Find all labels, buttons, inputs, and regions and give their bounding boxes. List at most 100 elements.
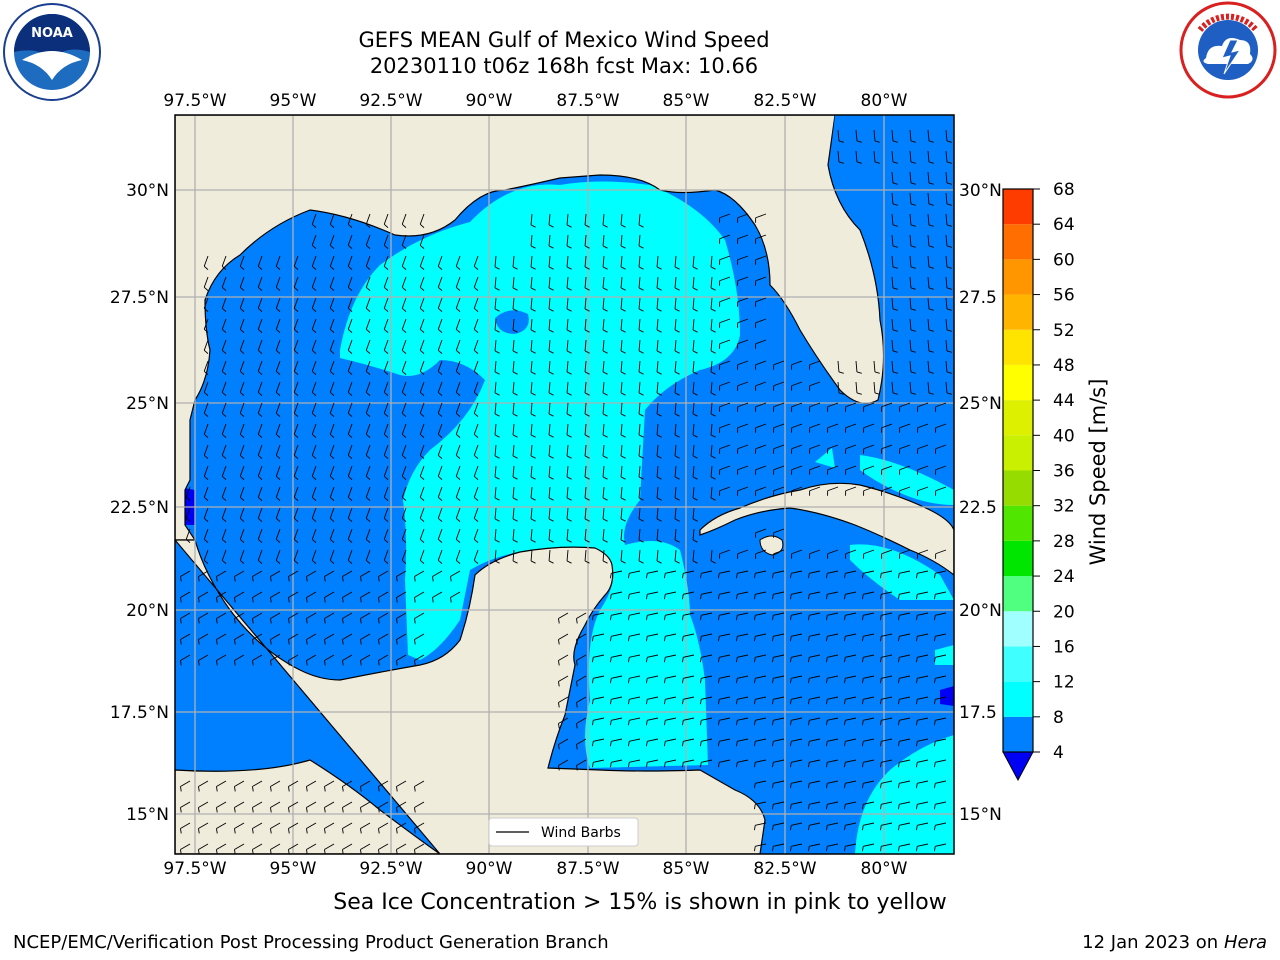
- wind-barb: [681, 738, 695, 747]
- wind-barb: [311, 360, 317, 375]
- wind-barb: [807, 822, 821, 831]
- wind-barb: [807, 654, 821, 663]
- wind-barb: [627, 633, 641, 642]
- wind-barb: [311, 549, 317, 564]
- wind-barb: [512, 360, 518, 375]
- wind-barb: [347, 276, 353, 291]
- colorbar-tick-label: 36: [1053, 462, 1075, 482]
- wind-barb: [710, 360, 716, 375]
- wind-barb: [899, 423, 911, 433]
- wind-barb: [656, 423, 662, 438]
- wind-barb: [945, 276, 952, 290]
- wind-barb: [378, 591, 389, 603]
- wind-barb: [566, 465, 572, 480]
- wind-barb: [306, 822, 317, 834]
- wind-barb: [737, 360, 749, 370]
- wind-barb: [609, 612, 623, 621]
- wind-barb: [494, 528, 500, 543]
- wind-barb: [548, 528, 554, 543]
- wind-barb: [945, 234, 952, 248]
- wind-barb: [891, 213, 898, 227]
- wind-barb: [710, 402, 716, 417]
- wind-barb: [494, 465, 500, 480]
- lat-tick-label: 20°N: [959, 601, 1002, 621]
- wind-barb: [620, 402, 626, 417]
- wind-barb: [945, 339, 952, 353]
- wind-barb: [378, 801, 389, 813]
- wind-barb: [566, 444, 572, 459]
- wind-barb: [512, 444, 518, 459]
- wind-barb: [221, 486, 227, 501]
- wind-barb: [897, 738, 911, 747]
- wind-barb: [674, 423, 680, 438]
- wind-barb: [710, 381, 716, 396]
- wind-barb: [717, 654, 731, 663]
- wind-barb: [845, 465, 857, 475]
- wind-barb: [288, 654, 299, 666]
- wind-barb: [473, 528, 479, 543]
- wind-barb: [933, 738, 947, 747]
- wind-barb: [791, 465, 803, 475]
- wind-barb: [719, 318, 731, 328]
- wind-barb: [755, 402, 767, 412]
- wind-barb: [602, 507, 608, 522]
- wind-barb: [275, 276, 281, 291]
- wind-barb: [216, 780, 227, 792]
- wind-barb: [419, 297, 425, 312]
- wind-barb: [360, 780, 371, 792]
- wind-barb: [566, 381, 572, 396]
- wind-barb: [755, 381, 767, 391]
- wind-barb: [717, 570, 731, 579]
- wind-barb: [360, 654, 371, 666]
- wind-barb: [645, 675, 659, 684]
- wind-barb: [566, 213, 572, 228]
- wind-barb: [383, 381, 389, 396]
- wind-barb: [288, 822, 299, 834]
- wind-barb: [915, 843, 929, 852]
- wind-barb: [917, 465, 929, 475]
- wind-barb: [753, 633, 767, 642]
- wind-barb: [717, 612, 731, 621]
- wind-barb: [861, 843, 875, 852]
- wind-barb: [252, 822, 263, 834]
- wind-barb: [755, 339, 767, 349]
- wind-barb: [699, 654, 713, 663]
- wind-barb: [681, 696, 695, 705]
- wind-barb: [360, 633, 371, 645]
- wind-barb: [620, 381, 626, 396]
- wind-barb: [221, 549, 227, 564]
- colorbar-cell: [1003, 294, 1033, 330]
- wind-barb: [512, 402, 518, 417]
- wind-barb: [638, 339, 644, 354]
- wind-barb: [638, 234, 644, 249]
- wind-barb: [419, 549, 425, 564]
- wind-barb: [419, 255, 425, 270]
- wind-barb: [419, 423, 425, 438]
- wind-barb: [737, 213, 749, 223]
- colorbar-cell: [1003, 189, 1033, 225]
- wind-barb: [414, 801, 425, 813]
- wind-barb: [627, 717, 641, 726]
- wind-barb: [656, 255, 662, 270]
- wind-barb: [927, 276, 934, 290]
- map-gridlines: [175, 115, 954, 854]
- wind-barb: [419, 360, 425, 375]
- wind-barb: [735, 738, 749, 747]
- wind-barb: [396, 654, 407, 666]
- wind-barb: [329, 213, 335, 228]
- wind-barb: [270, 633, 281, 645]
- wind-barb: [879, 780, 893, 789]
- wind-barb: [455, 381, 461, 396]
- wind-barb: [203, 276, 209, 291]
- wind-barb: [419, 465, 425, 480]
- wind-barb: [945, 150, 952, 164]
- colorbar-cell: [1003, 364, 1033, 401]
- wind-barb: [674, 444, 680, 459]
- wind-barb: [270, 801, 281, 813]
- wind-barb: [221, 276, 227, 291]
- wind-barb: [401, 255, 407, 270]
- wind-barb: [927, 129, 934, 143]
- wind-barb: [383, 423, 389, 438]
- wind-barb: [239, 465, 245, 480]
- wind-barb: [719, 213, 731, 223]
